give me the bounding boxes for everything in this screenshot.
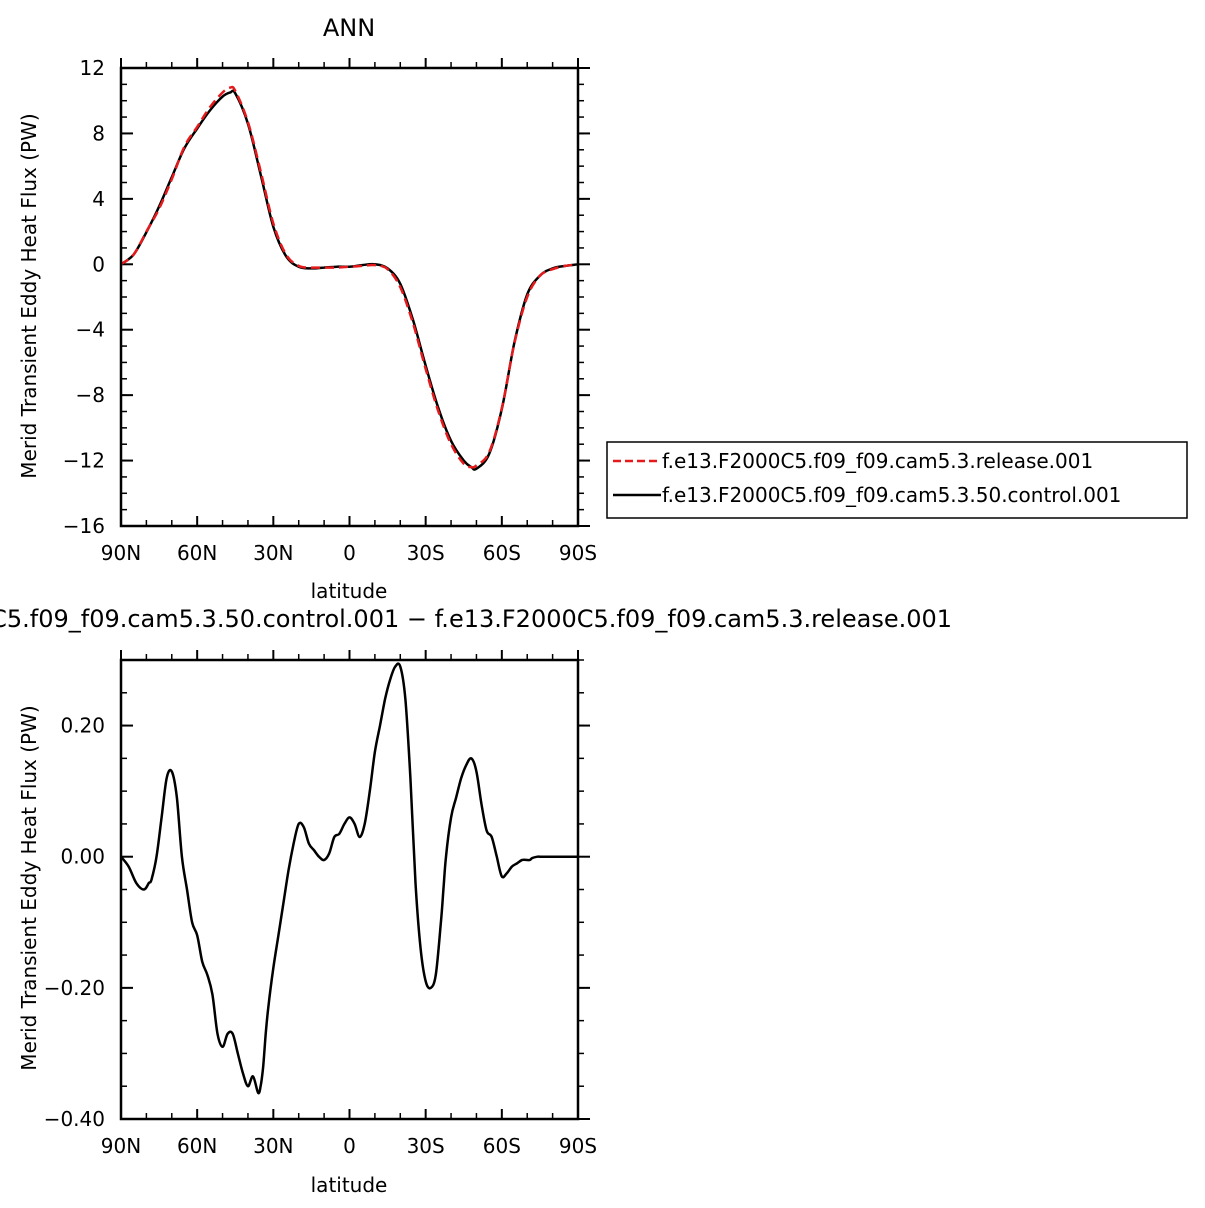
- panel-difference: f.e13.F2000C5.f09_f09.cam5.3.50.control.…: [0, 605, 952, 1197]
- series-line-1: [120, 89, 579, 471]
- x-tick-label: 60N: [177, 1134, 217, 1158]
- x-tick-label: 30N: [253, 541, 293, 565]
- y-tick-labels-bottom: 0.20 0.00 −0.20 −0.40: [44, 714, 105, 1131]
- x-tick-labels-bottom: 90N 60N 30N 0 30S 60S 90S: [101, 1134, 597, 1158]
- series-lines: [120, 85, 579, 471]
- x-tick-label: 90N: [101, 1134, 141, 1158]
- legend-entry-control: f.e13.F2000C5.f09_f09.cam5.3.50.control.…: [662, 483, 1121, 507]
- x-tick-label: 90S: [559, 541, 597, 565]
- series-line-0: [120, 662, 578, 1095]
- x-tick-label: 90S: [559, 1134, 597, 1158]
- x-tick-label: 30N: [253, 1134, 293, 1158]
- y-axis-label-bottom: Merid Transient Eddy Heat Flux (PW): [17, 705, 41, 1070]
- y-tick-labels: 12 8 4 0 −4 −8 −12 −16: [63, 56, 105, 538]
- y-tick-label: −0.20: [44, 976, 105, 1000]
- plot-frame: [119, 66, 580, 528]
- chart-title: ANN: [323, 14, 375, 42]
- legend: f.e13.F2000C5.f09_f09.cam5.3.release.001…: [606, 441, 1188, 519]
- y-tick-label: −12: [63, 449, 105, 473]
- x-tick-label: 30S: [407, 541, 445, 565]
- difference-line: [120, 662, 578, 1095]
- x-axis-label-bottom: latitude: [311, 1173, 388, 1197]
- y-tick-label: 4: [92, 187, 105, 211]
- difference-title: f.e13.F2000C5.f09_f09.cam5.3.50.control.…: [0, 605, 952, 633]
- legend-box: [606, 441, 1188, 519]
- y-tick-label: −0.40: [44, 1107, 105, 1131]
- y-tick-label: 0: [92, 252, 105, 276]
- y-tick-label: 0.00: [60, 845, 105, 869]
- panel-zonal-heat-flux: ANN latitude Merid Transient Eddy Heat F…: [17, 14, 597, 603]
- y-tick-label: 8: [92, 121, 105, 145]
- series-line-0: [120, 85, 579, 469]
- tick-marks: [120, 58, 590, 527]
- x-tick-label: 30S: [407, 1134, 445, 1158]
- plot-frame-bottom: [119, 658, 580, 1121]
- x-tick-label: 60S: [483, 541, 521, 565]
- x-tick-label: 0: [343, 1134, 356, 1158]
- x-tick-label: 0: [343, 541, 356, 565]
- x-tick-label: 60N: [177, 541, 217, 565]
- x-tick-label: 60S: [483, 1134, 521, 1158]
- legend-entry-release: f.e13.F2000C5.f09_f09.cam5.3.release.001: [662, 449, 1093, 473]
- y-tick-label: 0.20: [60, 714, 105, 738]
- y-tick-label: 12: [80, 56, 105, 80]
- y-tick-label: −16: [63, 514, 105, 538]
- x-tick-labels: 90N 60N 30N 0 30S 60S 90S: [101, 541, 597, 565]
- tick-marks-bottom: [120, 650, 590, 1120]
- x-tick-label: 90N: [101, 541, 141, 565]
- x-axis-label: latitude: [311, 579, 388, 603]
- y-tick-label: −4: [76, 318, 105, 342]
- y-axis-label: Merid Transient Eddy Heat Flux (PW): [17, 113, 41, 478]
- y-tick-label: −8: [76, 383, 105, 407]
